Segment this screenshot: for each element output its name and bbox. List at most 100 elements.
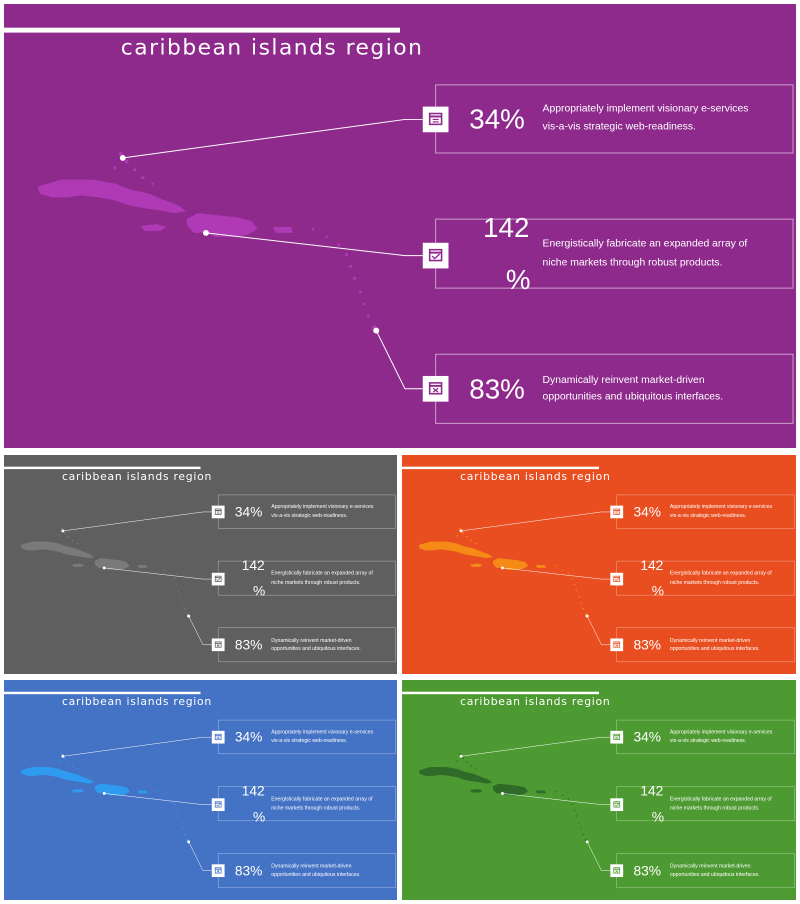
item-percent-2-line1: 142 (242, 783, 265, 798)
info-frame-2 (616, 560, 795, 596)
calendar-icon (613, 733, 621, 741)
item-percent-3: 83% (235, 638, 263, 653)
slide-gray: caribbean islands region (4, 455, 397, 674)
item-desc-1-line1: Appropriately implement visionary e-serv… (670, 504, 773, 510)
item-desc-1-line1: Appropriately implement visionary e-serv… (271, 504, 374, 510)
cuba-island (37, 179, 187, 214)
item-desc-2-line2: niche markets through robust products. (271, 580, 360, 586)
item-desc-2-line2: niche markets through robust products. (670, 580, 759, 586)
title-underline-bar (402, 691, 599, 695)
info-frames (217, 494, 396, 663)
marker-dot-1 (61, 754, 65, 758)
cuba-island (20, 541, 95, 559)
item-percent-2-line1: 142 (242, 558, 265, 573)
calendar-x-icon (613, 867, 621, 874)
info-frame-1 (217, 494, 396, 529)
map-markers (61, 529, 191, 618)
marker-dot-1 (119, 154, 126, 161)
bahamas-islands (58, 753, 79, 770)
jamaica-island (140, 224, 167, 231)
info-frame-3 (616, 853, 795, 889)
cuba-island (418, 541, 493, 559)
calendar-icon (613, 508, 621, 515)
puerto-rico-island (535, 564, 546, 568)
info-frame-3 (217, 627, 396, 663)
connector-line-3 (375, 330, 423, 390)
marker-dot-2 (102, 566, 106, 570)
slide-title: caribbean islands region (460, 695, 610, 708)
item-desc-3-line1: Dynamically reinvent market-driven (670, 638, 751, 644)
info-frame-3 (217, 853, 396, 889)
item-icon-box-1 (422, 106, 449, 133)
jamaica-island (71, 789, 85, 793)
connector-line-2 (502, 567, 611, 580)
item-icon-box-1 (610, 730, 624, 744)
connector-line-1 (62, 736, 212, 757)
slide-canvas: caribbean islands region (402, 680, 796, 900)
info-frames (616, 719, 795, 889)
calendar-icon (214, 733, 222, 741)
marker-dot-2 (102, 791, 106, 795)
bahamas-islands (456, 753, 477, 770)
connector-line-3 (586, 841, 611, 871)
item-percent-3: 83% (633, 864, 661, 879)
slide-canvas: caribbean islands region (4, 680, 397, 900)
slide-title: caribbean islands region (460, 470, 611, 483)
info-frame-2 (616, 786, 795, 822)
item-desc-3-line2: opportunities and ubiquitous interfaces. (670, 872, 760, 878)
caribbean-map (418, 528, 588, 616)
calendar-x-icon (613, 641, 621, 648)
item-desc-3-line2: opportunities and ubiquitous interfaces. (670, 646, 760, 652)
item-desc-2-line1: Energistically fabricate an expanded arr… (670, 796, 772, 802)
info-frame-3 (435, 353, 794, 424)
item-percent-1: 34% (235, 504, 263, 519)
puerto-rico-island (273, 226, 294, 233)
item-icon-box-1 (610, 505, 624, 519)
marker-dot-1 (61, 529, 65, 533)
lesser-antilles-islands (311, 227, 377, 330)
slide-canvas: caribbean islands region (4, 4, 796, 448)
marker-dot-2 (500, 791, 504, 795)
item-percent-1: 34% (469, 103, 524, 134)
item-desc-2-line1: Energistically fabricate an expanded arr… (543, 239, 748, 250)
info-frames (435, 84, 794, 424)
item-percent-2-line1: 142 (483, 212, 529, 243)
connector-line-2 (205, 232, 423, 257)
bahamas-islands (58, 528, 79, 545)
calendar-check-icon (428, 248, 443, 262)
item-desc-2-line1: Energistically fabricate an expanded arr… (271, 796, 373, 802)
calendar-x-icon (214, 641, 222, 648)
marker-dot-2 (500, 566, 504, 570)
item-desc-2-line2: niche markets through robust products. (543, 257, 723, 268)
item-desc-1-line2: vis-a-vis strategic web-readiness. (670, 513, 746, 519)
item-desc-1-line1: Appropriately implement visionary e-serv… (271, 729, 373, 735)
connector-line-2 (104, 567, 212, 580)
item-percent-2-line1: 142 (640, 558, 663, 573)
item-desc-1-line1: Appropriately implement visionary e-serv… (670, 729, 773, 735)
info-frame-1 (616, 494, 795, 529)
item-icon-box-3 (610, 864, 624, 878)
item-percent-1: 34% (633, 730, 661, 745)
calendar-x-icon (214, 867, 222, 874)
calendar-icon (428, 112, 443, 126)
lesser-antilles-islands (554, 565, 588, 616)
item-icon-box-2 (422, 242, 449, 269)
slide-background (4, 455, 397, 674)
bahamas-islands (456, 528, 477, 545)
marker-dot-3 (187, 840, 191, 844)
calendar-icon (214, 508, 222, 515)
slide-background (4, 680, 397, 900)
item-desc-2-line1: Energistically fabricate an expanded arr… (670, 571, 772, 577)
slide-purple: caribbean islands region (4, 4, 796, 448)
slide-orange: caribbean islands region (402, 455, 796, 674)
item-desc-2-line2: niche markets through robust products. (670, 806, 759, 812)
connector-line-1 (122, 118, 423, 159)
slide-background (402, 455, 796, 674)
slide-background (402, 680, 796, 900)
slide-background (4, 4, 796, 448)
marker-dot-3 (585, 614, 589, 618)
marker-dot-1 (459, 754, 463, 758)
item-desc-3-line2: opportunities and ubiquitous interfaces. (543, 392, 724, 403)
info-frame-2 (217, 786, 396, 822)
connector-line-1 (62, 511, 212, 532)
